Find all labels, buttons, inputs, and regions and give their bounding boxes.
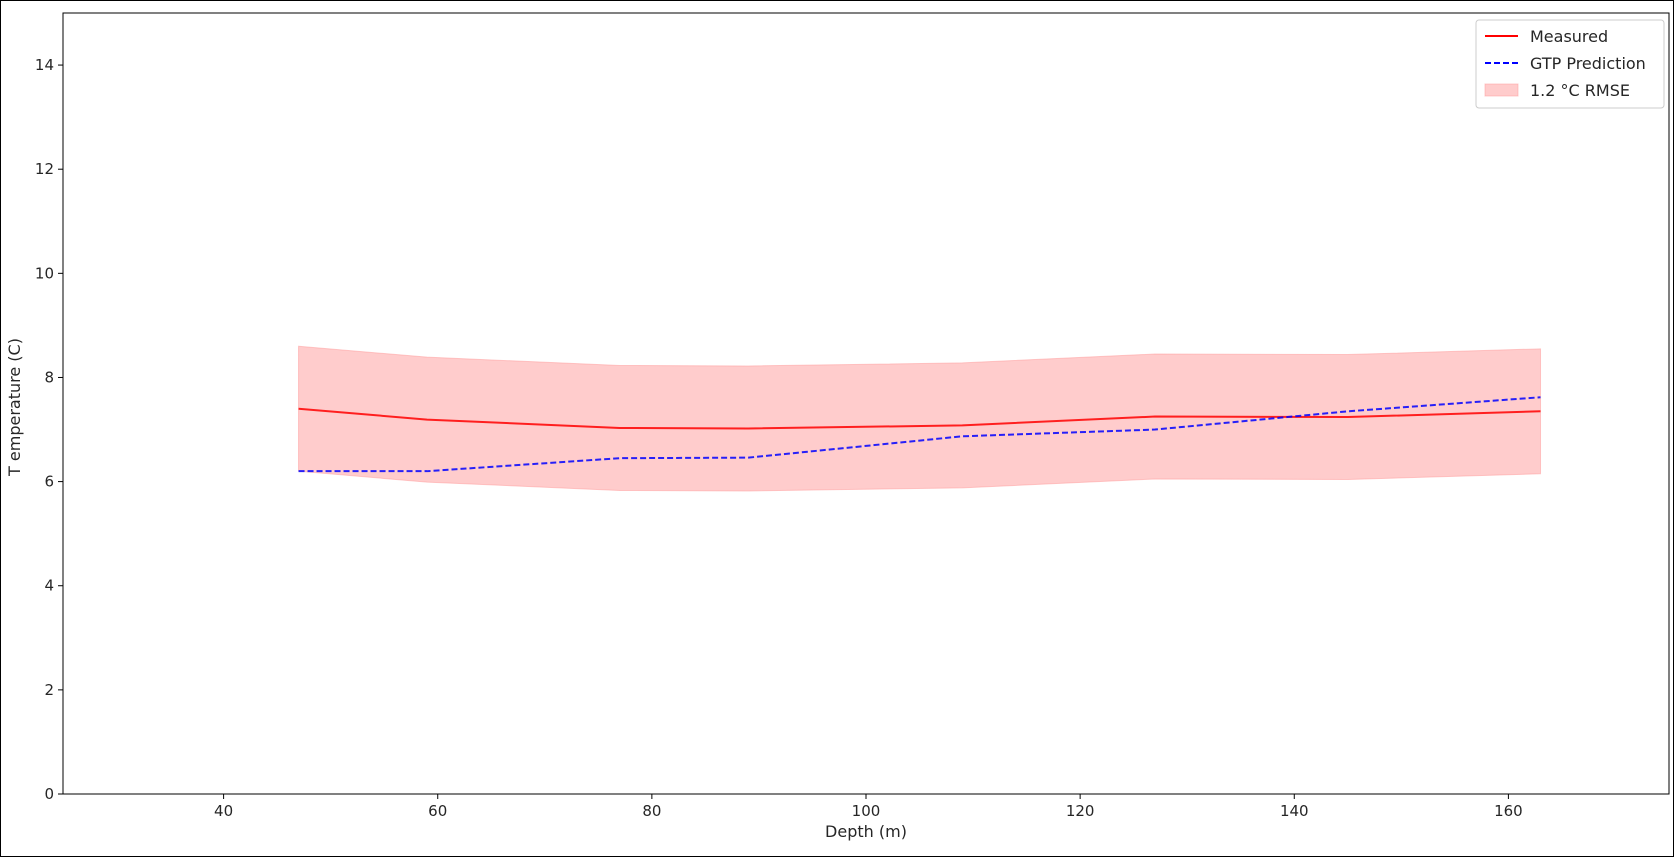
x-tick-label: 140 xyxy=(1280,802,1309,820)
y-tick-label: 8 xyxy=(44,368,54,386)
legend-box xyxy=(1475,19,1665,109)
legend-item-rmse-swatch xyxy=(1484,83,1519,97)
legend: Measured GTP Prediction 1.2 °C RMSE xyxy=(1475,19,1665,109)
y-tick-label: 2 xyxy=(44,681,54,699)
plot-area xyxy=(298,345,1542,492)
y-tick-label: 10 xyxy=(35,264,54,282)
x-tick-label: 40 xyxy=(214,802,233,820)
x-axis-label: Depth (m) xyxy=(825,822,907,841)
rmse-band xyxy=(298,345,1542,492)
x-tick-label: 120 xyxy=(1066,802,1095,820)
legend-item-gtp-prediction-label: GTP Prediction xyxy=(1530,54,1646,73)
y-tick-label: 14 xyxy=(35,56,54,74)
legend-item-rmse-label: 1.2 °C RMSE xyxy=(1530,81,1630,100)
series-line-measured xyxy=(298,407,1541,430)
y-tick-label: 0 xyxy=(44,785,54,803)
x-tick-label: 160 xyxy=(1494,802,1523,820)
x-tick-label: 80 xyxy=(642,802,661,820)
x-tick-label: 100 xyxy=(852,802,881,820)
x-tick-label: 60 xyxy=(428,802,447,820)
axes: 40 60 80 100 120 140 160 0 2 4 6 8 10 12 14 xyxy=(35,12,1670,820)
legend-item-measured-label: Measured xyxy=(1530,27,1608,46)
y-tick-label: 6 xyxy=(44,473,54,491)
y-axis-label: T emperature (C) xyxy=(5,338,24,477)
y-tick-label: 12 xyxy=(35,160,54,178)
y-tick-label: 4 xyxy=(44,577,54,595)
series-line-gtp-prediction xyxy=(298,396,1541,473)
